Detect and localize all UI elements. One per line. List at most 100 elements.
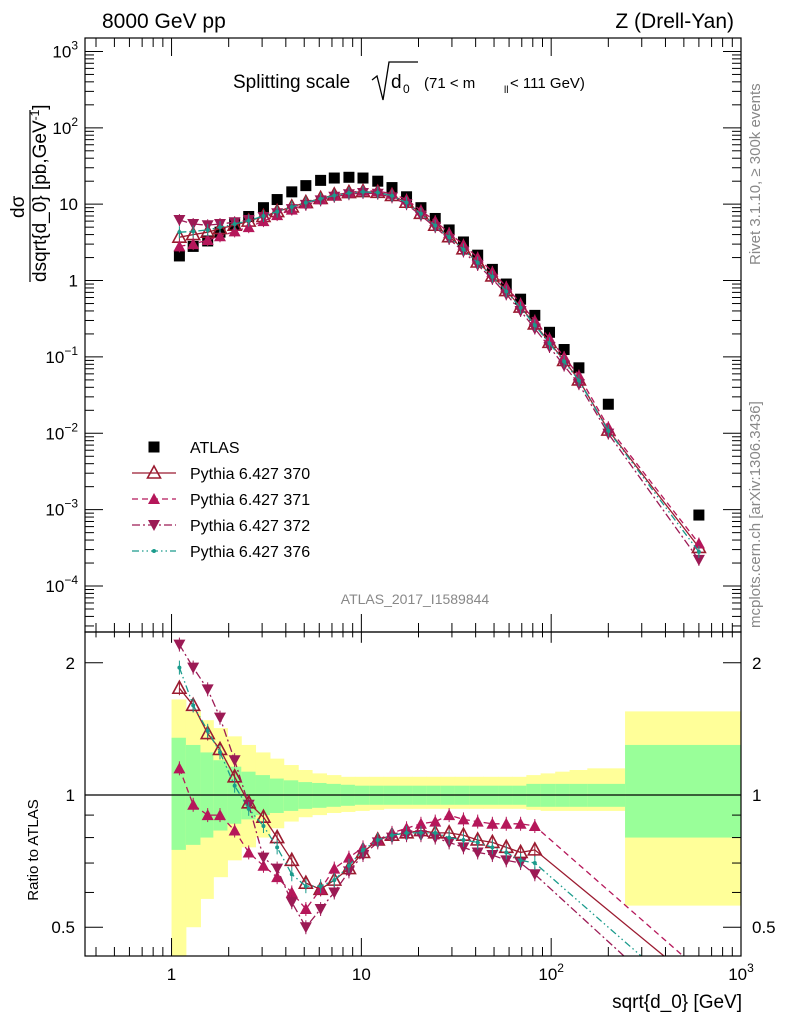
ratio-y-tick-label: 1	[66, 786, 75, 805]
ratio-point	[217, 750, 222, 755]
analysis-watermark: ATLAS_2017_I1589844	[341, 591, 490, 607]
main-ylabel: dσ dsqrt{d_0} [pb,GeV-1]	[8, 104, 51, 282]
data-point	[205, 227, 210, 232]
data-point	[173, 215, 186, 227]
ylabel-numerator: dσ	[8, 195, 29, 218]
data-point	[576, 378, 581, 383]
title-text: Splitting scale	[233, 72, 350, 93]
ratio-point	[375, 837, 380, 842]
ratio-point	[532, 861, 537, 866]
data-point	[692, 554, 705, 566]
data-point	[191, 229, 196, 234]
ratio-y-tick-label-right: 0.5	[752, 918, 776, 937]
ratio-point	[187, 662, 200, 674]
ratio-point	[360, 847, 365, 852]
ratio-point	[303, 884, 308, 889]
data-point	[602, 398, 614, 410]
ratio-uncertainty-bands	[85, 699, 741, 956]
ratio-line-3	[178, 667, 643, 956]
ratio-point	[318, 884, 323, 889]
data-point	[346, 191, 351, 196]
legend-marker	[148, 520, 160, 531]
ratio-point	[490, 845, 495, 850]
x-axis-label: sqrt{d_0} [GeV]	[612, 992, 742, 1013]
ratio-point	[518, 858, 523, 863]
ratio-point	[283, 851, 300, 867]
ratio-point	[173, 762, 186, 774]
ratio-point	[213, 712, 226, 724]
ratio-point	[299, 922, 312, 934]
data-point	[461, 247, 466, 252]
data-point	[532, 323, 537, 328]
y-tick-label: 10−4	[45, 573, 78, 596]
ratio-point	[177, 665, 182, 670]
ratio-point	[414, 817, 427, 829]
legend-marker	[148, 441, 160, 453]
ratio-point	[228, 755, 241, 767]
ratio-point	[528, 869, 541, 881]
series-line-2	[179, 190, 700, 544]
y-tick-label: 10−1	[45, 344, 78, 367]
legend-label: Pythia 6.427 372	[190, 518, 310, 535]
ratio-line-0	[178, 687, 665, 956]
data-point	[217, 225, 222, 230]
ratio-point	[328, 887, 341, 899]
ratio-y-tick-label-right: 2	[752, 654, 761, 673]
ratio-point	[693, 964, 705, 975]
title-sqrt-sub: 0	[403, 82, 410, 96]
data-point	[544, 326, 556, 338]
ratio-point	[346, 863, 351, 868]
sqrt-symbol	[371, 61, 418, 101]
ratio-point	[514, 817, 527, 829]
data-point	[606, 428, 611, 433]
ratio-point	[275, 845, 280, 850]
data-point	[228, 225, 241, 237]
x-tick-label: 102	[538, 961, 564, 984]
data-point	[433, 223, 438, 228]
ratio-point	[285, 897, 298, 909]
data-point	[201, 233, 214, 245]
ratio-point	[692, 978, 705, 990]
data-point	[372, 175, 384, 187]
data-point	[173, 240, 186, 252]
ratio-point	[500, 817, 513, 829]
ratio-point	[433, 830, 438, 835]
ratio-point	[228, 824, 241, 836]
mcplots-label: mcplots.cern.ch [arXiv:1306.3436]	[747, 401, 764, 628]
data-point	[328, 172, 340, 184]
data-point	[332, 193, 337, 198]
ratio-point	[201, 809, 214, 821]
ratio-point	[242, 846, 255, 858]
data-point	[504, 289, 509, 294]
ratio-point	[271, 871, 284, 883]
ratio-point	[471, 847, 484, 859]
ratio-point	[500, 855, 513, 867]
data-point	[558, 344, 570, 356]
ratio-point	[429, 815, 442, 827]
ratio-point	[457, 842, 470, 854]
ratio-line-2	[178, 644, 625, 956]
stat-uncertainty-band	[269, 778, 285, 813]
data-point	[275, 209, 280, 214]
data-point	[242, 221, 255, 233]
ratio-point	[257, 859, 270, 871]
main-title: Splitting scale d 0 (71 < m ll < 111 GeV…	[233, 61, 585, 101]
data-point	[693, 509, 705, 521]
data-point	[696, 549, 701, 554]
data-point	[573, 362, 585, 374]
data-point	[547, 341, 552, 346]
ratio-line-1	[178, 768, 685, 956]
data-point	[357, 172, 369, 184]
legend-label: Pythia 6.427 371	[190, 492, 310, 509]
ratio-point	[404, 830, 409, 835]
data-point	[173, 250, 185, 262]
ratio-point	[171, 679, 188, 695]
title-range-b: < 111 GeV)	[510, 75, 585, 92]
ratio-point	[475, 840, 480, 845]
y-tick-label: 10−2	[45, 420, 78, 443]
ratio-point	[332, 878, 337, 883]
legend-marker	[146, 464, 162, 479]
ratio-point	[447, 835, 452, 840]
main-axes: 10−4 10−3 10−2 10−1 1 10 102 103	[45, 37, 742, 633]
data-point	[300, 180, 312, 192]
